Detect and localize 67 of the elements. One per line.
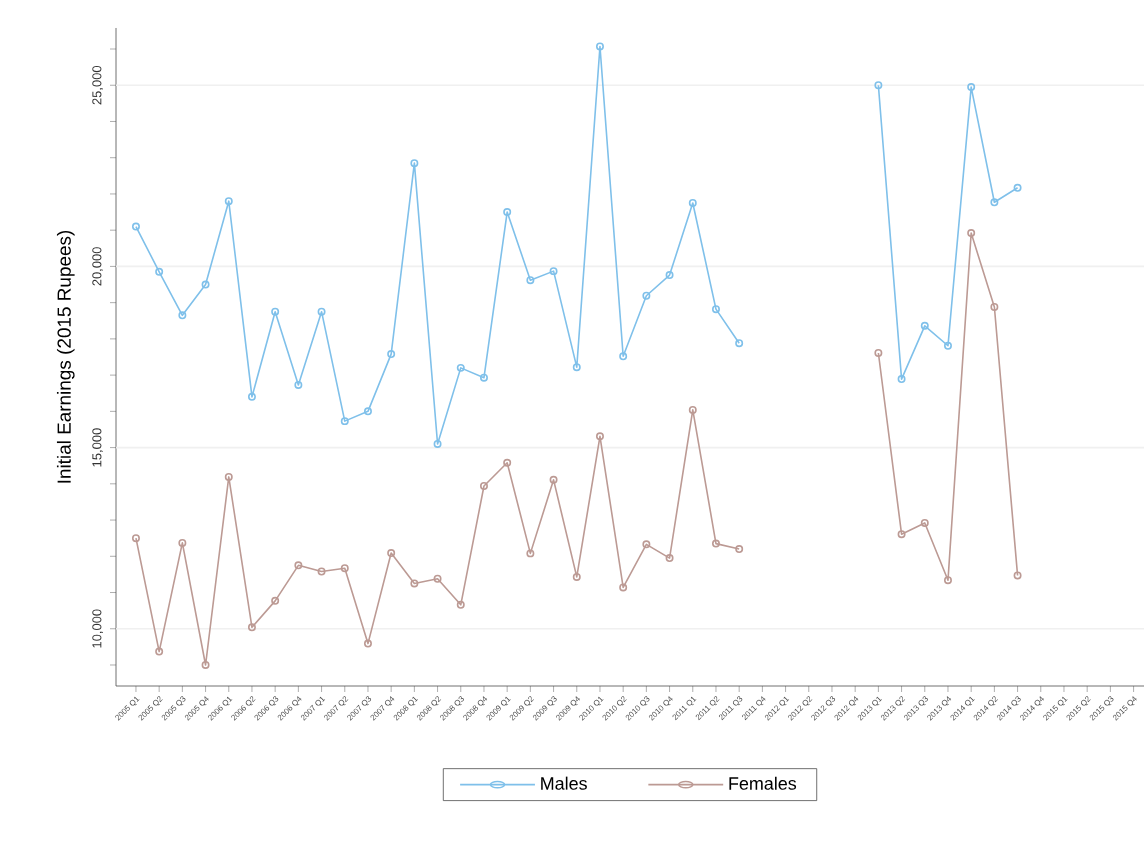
point	[456, 600, 465, 609]
point	[456, 363, 465, 372]
point	[178, 311, 187, 320]
point	[201, 661, 210, 669]
point	[920, 518, 929, 527]
point	[943, 341, 952, 350]
point	[271, 596, 280, 605]
point	[247, 623, 256, 632]
point	[920, 321, 929, 330]
point	[572, 572, 581, 581]
point	[549, 267, 558, 276]
point	[271, 307, 280, 316]
point	[340, 564, 349, 573]
point	[572, 363, 581, 372]
point	[665, 554, 674, 563]
point	[943, 576, 952, 585]
point	[503, 208, 512, 217]
point	[619, 352, 628, 361]
point	[294, 380, 303, 389]
point	[363, 407, 372, 416]
point	[410, 159, 419, 168]
point	[224, 472, 233, 481]
point	[526, 276, 535, 285]
point	[642, 291, 651, 300]
point	[526, 549, 535, 558]
point	[340, 417, 349, 426]
point	[642, 540, 651, 549]
point	[990, 198, 999, 207]
point	[735, 545, 744, 554]
point	[549, 475, 558, 484]
point	[711, 305, 720, 314]
y-axis-title: Initial Earnings (2015 Rupees)	[56, 230, 75, 483]
point	[595, 432, 604, 441]
point	[433, 574, 442, 583]
point	[874, 81, 883, 90]
legend-label: Females	[729, 776, 797, 790]
point	[990, 303, 999, 311]
point	[247, 392, 256, 401]
point	[479, 373, 488, 382]
point	[897, 375, 906, 384]
point	[433, 439, 442, 448]
legend-label: Males	[541, 776, 587, 790]
point	[688, 199, 697, 207]
point	[503, 458, 512, 467]
point	[479, 482, 488, 490]
point	[178, 538, 187, 547]
point	[294, 561, 303, 570]
point	[897, 530, 906, 539]
point	[224, 197, 233, 206]
point	[711, 539, 720, 548]
point	[155, 647, 164, 656]
point	[201, 280, 210, 289]
point	[967, 83, 976, 92]
point	[619, 583, 628, 592]
point	[387, 350, 396, 359]
point	[665, 271, 674, 280]
point	[595, 42, 604, 51]
point	[155, 267, 164, 276]
point	[317, 567, 326, 576]
point	[735, 339, 744, 348]
point	[688, 405, 697, 414]
point	[363, 639, 372, 648]
point	[874, 349, 883, 357]
point	[967, 229, 976, 238]
point	[410, 579, 419, 588]
point	[387, 549, 396, 558]
point	[317, 307, 326, 316]
